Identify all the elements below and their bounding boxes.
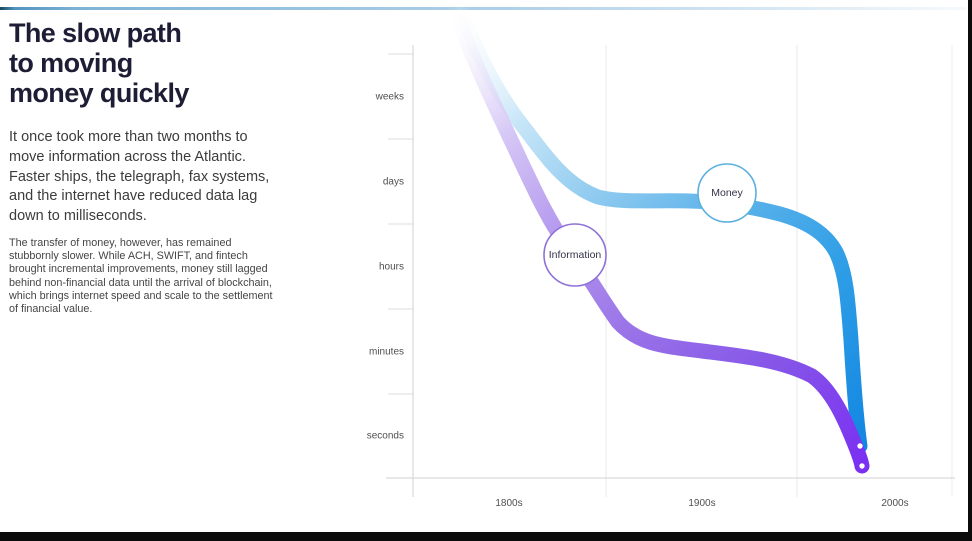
text-panel: The slow path to moving money quickly It… bbox=[9, 18, 341, 315]
y-tick-days: days bbox=[383, 177, 404, 188]
y-tick-minutes: minutes bbox=[369, 347, 404, 358]
y-tick-weeks: weeks bbox=[375, 92, 404, 103]
chart-axes bbox=[386, 45, 955, 497]
page-title: The slow path to moving money quickly bbox=[9, 18, 341, 108]
x-tick-1900s: 1900s bbox=[688, 498, 715, 509]
money-curve bbox=[451, 0, 868, 454]
money-label: Money bbox=[711, 187, 743, 199]
information-endpoint-dot bbox=[859, 463, 865, 469]
y-tick-seconds: seconds bbox=[367, 431, 404, 442]
page-title-line: to moving bbox=[9, 48, 133, 78]
information-label-node: Information bbox=[543, 223, 607, 287]
intro-line: down to milliseconds. bbox=[9, 208, 147, 225]
detail-line: The transfer of money, however, has rema… bbox=[9, 237, 232, 249]
detail-line: behind non-financial data until the arri… bbox=[9, 276, 272, 289]
detail-paragraph: The transfer of money, however, has rema… bbox=[9, 237, 309, 316]
y-axis-labels: weeks days hours minutes seconds bbox=[367, 92, 404, 442]
money-label-node: Money bbox=[697, 163, 757, 223]
money-endpoint-dot bbox=[857, 443, 863, 449]
y-tick-hours: hours bbox=[379, 262, 404, 273]
page-title-line: The slow path bbox=[9, 18, 182, 48]
intro-line: Faster ships, the telegraph, fax systems… bbox=[9, 168, 270, 185]
information-curve bbox=[445, 0, 870, 474]
x-tick-1800s: 1800s bbox=[495, 498, 522, 509]
x-axis-labels: 1800s 1900s 2000s bbox=[495, 498, 908, 509]
right-frame-border bbox=[968, 0, 972, 541]
bottom-frame-border bbox=[0, 532, 972, 541]
intro-paragraph: It once took more than two months to mov… bbox=[9, 128, 289, 227]
intro-line: It once took more than two months to bbox=[9, 129, 248, 145]
detail-line: stubbornly slower. While ACH, SWIFT, and… bbox=[9, 250, 248, 263]
detail-line: which brings internet speed and scale to… bbox=[9, 289, 273, 302]
intro-line: move information across the Atlantic. bbox=[9, 148, 246, 165]
x-tick-2000s: 2000s bbox=[881, 498, 908, 509]
top-accent-line bbox=[0, 7, 966, 10]
chart-gridlines bbox=[605, 45, 953, 497]
detail-line: brought incremental improvements, money … bbox=[9, 263, 268, 276]
intro-line: and the internet have reduced data lag bbox=[9, 188, 258, 205]
detail-line: of financial value. bbox=[9, 303, 93, 316]
information-label: Information bbox=[549, 249, 602, 261]
page-title-line: money quickly bbox=[9, 78, 189, 108]
